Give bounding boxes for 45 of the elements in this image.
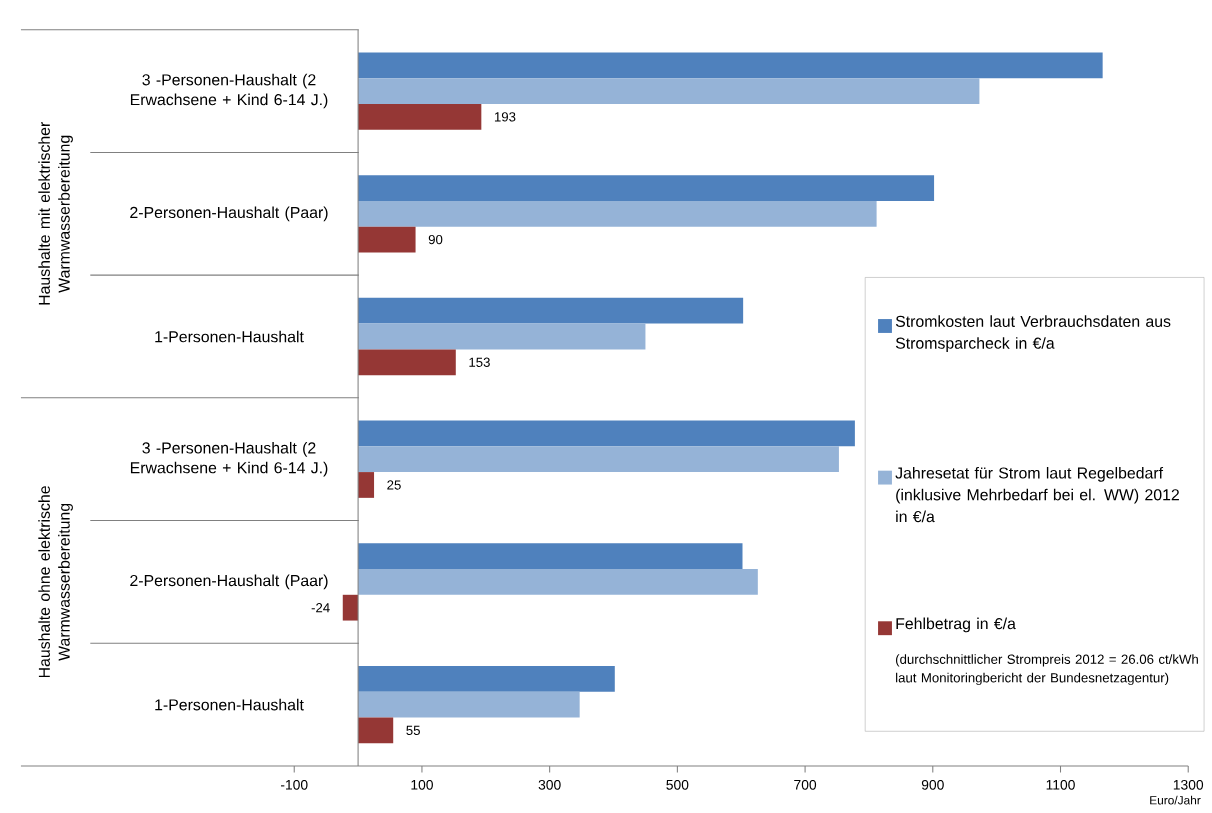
bar — [358, 472, 375, 499]
data-label: -24 — [311, 603, 330, 613]
data-label: 193 — [494, 112, 516, 122]
data-label: 55 — [406, 726, 420, 736]
bar — [358, 446, 839, 473]
x-tick-label: 100 — [411, 780, 433, 790]
bar — [358, 104, 482, 130]
data-label: 153 — [469, 357, 490, 368]
bar — [358, 226, 416, 253]
x-tick-label: 1300 — [1173, 780, 1204, 790]
x-tick-label: 300 — [538, 780, 561, 790]
bar — [358, 78, 980, 105]
x-axis-title: Euro/Jahr — [1150, 795, 1201, 805]
bar — [358, 349, 456, 376]
legend-label: Fehlbetrag in €/a — [896, 617, 1016, 633]
y-tick-label: 3 -Personen-Haushalt (2 Erwachsene + Kind 6-14 J.) — [130, 74, 328, 109]
legend-label: Stromkosten laut Verbrauchsdaten aus Stromsparcheck in €/a — [895, 315, 1171, 353]
data-label: 25 — [387, 480, 401, 490]
x-tick-label: 1100 — [1046, 780, 1075, 790]
bar — [358, 717, 394, 744]
x-tick-label: 900 — [921, 780, 944, 790]
annotation: Haushalte mit elektrischer Warmwasserbereitung — [38, 122, 73, 305]
bar — [358, 52, 1103, 79]
y-tick-label: 3 -Personen-Haushalt (2 Erwachsene + Kind 6-14 J.) — [130, 442, 328, 477]
bar — [358, 543, 743, 570]
bar — [358, 201, 877, 227]
bar — [342, 595, 359, 621]
x-tick-label: 500 — [666, 780, 689, 790]
bar — [358, 691, 580, 718]
bar — [358, 569, 758, 596]
y-tick-label: 2-Personen-Haushalt (Paar) — [130, 574, 328, 590]
bar — [358, 420, 855, 447]
annotation: Haushalte ohne elektrische Warmwasserbereitung — [38, 486, 73, 678]
x-tick-label: 700 — [794, 780, 817, 790]
data-label: 90 — [428, 235, 443, 245]
y-tick-label: 2-Personen-Haushalt (Paar) — [130, 206, 328, 222]
bar — [358, 323, 646, 350]
x-tick-label: -100 — [280, 780, 308, 790]
bar — [358, 298, 744, 324]
legend-label: Jahresetat für Strom laut Regelbedarf (inklusive Mehrbedarf bei el. WW) 2012 in €/a — [895, 467, 1179, 523]
y-tick-label: 1-Personen-Haushalt — [155, 699, 304, 711]
bar — [358, 175, 935, 202]
annotation: (durchschnittlicher Strompreis 2012 = 26.06 ct/kWh laut Monitoringbericht der Bundesnetzagentur) — [896, 654, 1198, 686]
y-tick-label: 1-Personen-Haushalt — [155, 330, 304, 343]
bar — [358, 666, 615, 692]
